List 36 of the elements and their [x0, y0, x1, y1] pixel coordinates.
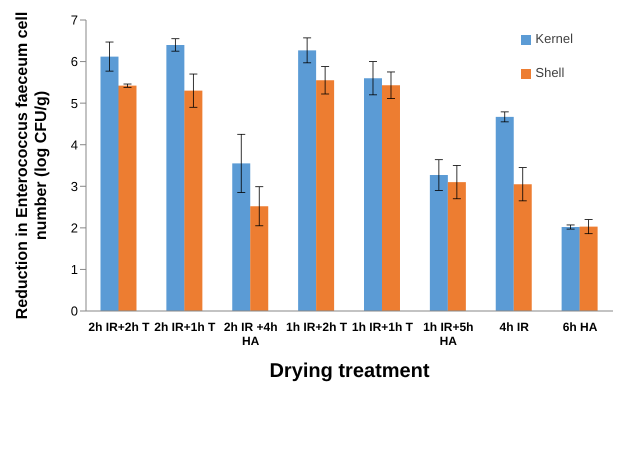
x-tick-label: 2h IR+1h T	[154, 320, 216, 334]
legend-label: Kernel	[535, 31, 573, 46]
bar	[382, 85, 400, 311]
legend-label: Shell	[535, 65, 564, 80]
bar	[232, 163, 250, 311]
bar	[364, 78, 382, 311]
x-tick-label: 1h IR+5h HA	[423, 320, 474, 348]
y-tick-label: 3	[70, 178, 78, 194]
bar	[580, 226, 598, 311]
y-axis-title: Reduction in Enterococcus faeceum cell number (log CFU/g)	[14, 12, 50, 320]
bar	[184, 90, 202, 311]
y-tick-label: 6	[70, 54, 78, 70]
x-tick-label: 2h IR+2h T	[88, 320, 150, 334]
bar	[118, 86, 136, 311]
bar	[100, 56, 118, 311]
y-tick-label: 0	[70, 304, 78, 319]
y-tick-label: 4	[70, 137, 78, 152]
bar	[316, 80, 334, 311]
x-tick-label: 1h IR+2h T	[286, 320, 348, 334]
bar	[166, 44, 184, 311]
bar	[298, 50, 316, 311]
y-tick-label: 5	[70, 96, 78, 111]
bar	[496, 116, 514, 311]
x-axis-title: Drying treatment	[269, 360, 430, 382]
y-tick-label: 7	[70, 12, 78, 28]
x-tick-label: 1h IR+1h T	[352, 320, 414, 334]
bar	[448, 182, 466, 311]
x-tick-label: 6h HA	[562, 320, 598, 334]
y-tick-label: 2	[70, 220, 78, 236]
bar	[514, 184, 532, 311]
x-tick-label: 4h IR	[500, 320, 530, 334]
bar	[250, 206, 268, 311]
bar	[562, 227, 580, 311]
bar	[430, 175, 448, 311]
x-tick-label: 2h IR +4h HA	[224, 320, 278, 348]
y-tick-label: 1	[70, 262, 78, 278]
